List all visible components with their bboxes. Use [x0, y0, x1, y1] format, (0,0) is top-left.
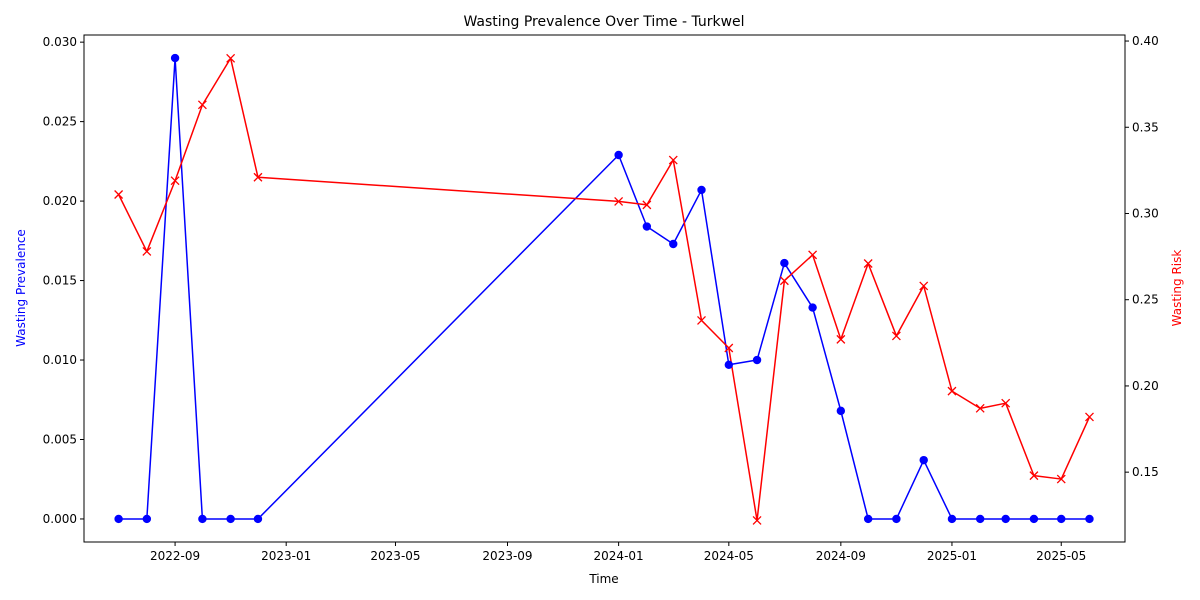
- risk-point-2024-04-01: [697, 315, 706, 325]
- y-left-tick-label: 0.030: [43, 35, 77, 49]
- prevalence-point-2022-10-01: [198, 514, 207, 524]
- prevalence-point-2024-06-01: [752, 355, 762, 365]
- prevalence-point-2022-12-01: [253, 514, 263, 524]
- y-left-tick-label: 0.015: [43, 274, 77, 288]
- plot-lines: [117, 57, 1091, 522]
- risk-point-2024-09-01: [836, 334, 846, 344]
- y-right-tick-label: 0.20: [1132, 379, 1159, 393]
- risk-point-2024-07-01: [779, 276, 789, 286]
- prevalence-point-2024-11-01: [892, 514, 901, 524]
- risk-point-2025-04-01: [1029, 471, 1039, 481]
- risk-point-2025-01-01: [947, 386, 957, 396]
- y-right-tick-label: 0.40: [1132, 34, 1159, 48]
- prevalence-point-2024-09-01: [836, 406, 846, 416]
- prevalence-point-2025-05-01: [1057, 514, 1066, 524]
- y-right-tick-label: 0.30: [1132, 206, 1159, 220]
- risk-point-2024-02-01: [642, 200, 652, 210]
- prevalence-point-2025-06-01: [1085, 514, 1094, 524]
- prevalence-point-2024-02-01: [642, 222, 652, 231]
- risk-point-2024-08-01: [808, 250, 818, 260]
- prevalence-point-2024-01-01: [614, 150, 623, 160]
- axes: [83, 34, 1126, 543]
- risk-point-2025-05-01: [1056, 474, 1066, 484]
- y-axis-label-right: Wasting Risk: [1170, 250, 1184, 327]
- prevalence-point-2025-02-01: [975, 514, 985, 524]
- risk-point-2022-08-01: [142, 246, 152, 256]
- x-tick-label: 2022-09: [150, 549, 200, 563]
- prevalence-point-2025-03-01: [1001, 514, 1010, 524]
- series-line-wasting-prevalence: [118, 57, 1090, 520]
- y-axis-label-left: Wasting Prevalence: [14, 229, 28, 347]
- y-right-tick-label: 0.25: [1132, 293, 1159, 307]
- prevalence-point-2024-07-01: [780, 258, 789, 268]
- prevalence-point-2022-08-01: [142, 514, 152, 524]
- x-tick-label: 2023-05: [370, 549, 420, 563]
- risk-point-2025-03-01: [1001, 398, 1011, 408]
- y-left-tick-label: 0.020: [43, 194, 77, 208]
- risk-point-2022-07-01: [114, 190, 124, 199]
- prevalence-point-2024-08-01: [808, 303, 817, 312]
- x-tick-label: 2025-05: [1036, 549, 1086, 563]
- risk-point-2025-02-01: [975, 403, 985, 413]
- risk-point-2022-09-01: [170, 176, 180, 186]
- ticks: 2022-09 2023-01 2023-05 2023-09 2024-01 2024-…: [43, 34, 1159, 563]
- x-tick-label: 2024-05: [704, 549, 754, 563]
- risk-point-2022-10-01: [197, 100, 207, 110]
- plot-markers: [114, 53, 1094, 525]
- y-right-tick-label: 0.15: [1132, 465, 1159, 479]
- risk-point-2024-05-01: [724, 343, 734, 353]
- y-left-tick-label: 0.025: [43, 115, 77, 129]
- prevalence-point-2025-01-01: [947, 514, 957, 524]
- chart-title: Wasting Prevalence Over Time - Turkwel: [463, 14, 744, 30]
- prevalence-point-2025-04-01: [1029, 514, 1039, 524]
- risk-point-2022-11-01: [226, 53, 236, 63]
- risk-point-2024-01-01: [614, 196, 624, 206]
- x-tick-label: 2023-09: [482, 549, 532, 563]
- y-left-tick-label: 0.000: [43, 512, 77, 526]
- risk-point-2024-10-01: [863, 259, 873, 268]
- risk-point-2024-03-01: [668, 155, 678, 165]
- prevalence-point-2024-03-01: [669, 239, 678, 249]
- plot-frame: [83, 34, 1126, 543]
- y-left-tick-label: 0.005: [43, 432, 77, 446]
- risk-point-2025-06-01: [1085, 412, 1094, 422]
- prevalence-point-2024-05-01: [724, 360, 734, 369]
- x-tick-label: 2023-01: [261, 549, 311, 563]
- risk-point-2024-12-01: [919, 281, 929, 291]
- prevalence-point-2022-09-01: [170, 53, 180, 63]
- y-left-tick-label: 0.010: [43, 353, 77, 367]
- x-axis-label: Time: [588, 572, 618, 586]
- prevalence-point-2024-10-01: [863, 514, 873, 524]
- prevalence-point-2022-07-01: [114, 514, 123, 524]
- y-right-tick-label: 0.35: [1132, 120, 1159, 134]
- prevalence-point-2024-12-01: [919, 455, 928, 465]
- risk-point-2022-12-01: [253, 172, 263, 182]
- x-tick-label: 2025-01: [927, 549, 977, 563]
- series-line-wasting-risk: [117, 57, 1091, 522]
- prevalence-point-2022-11-01: [226, 514, 235, 524]
- prevalence-point-2024-04-01: [697, 185, 706, 195]
- risk-point-2024-11-01: [891, 331, 901, 341]
- x-tick-label: 2024-01: [594, 549, 644, 563]
- risk-point-2024-06-01: [752, 515, 762, 525]
- x-tick-label: 2024-09: [816, 549, 866, 563]
